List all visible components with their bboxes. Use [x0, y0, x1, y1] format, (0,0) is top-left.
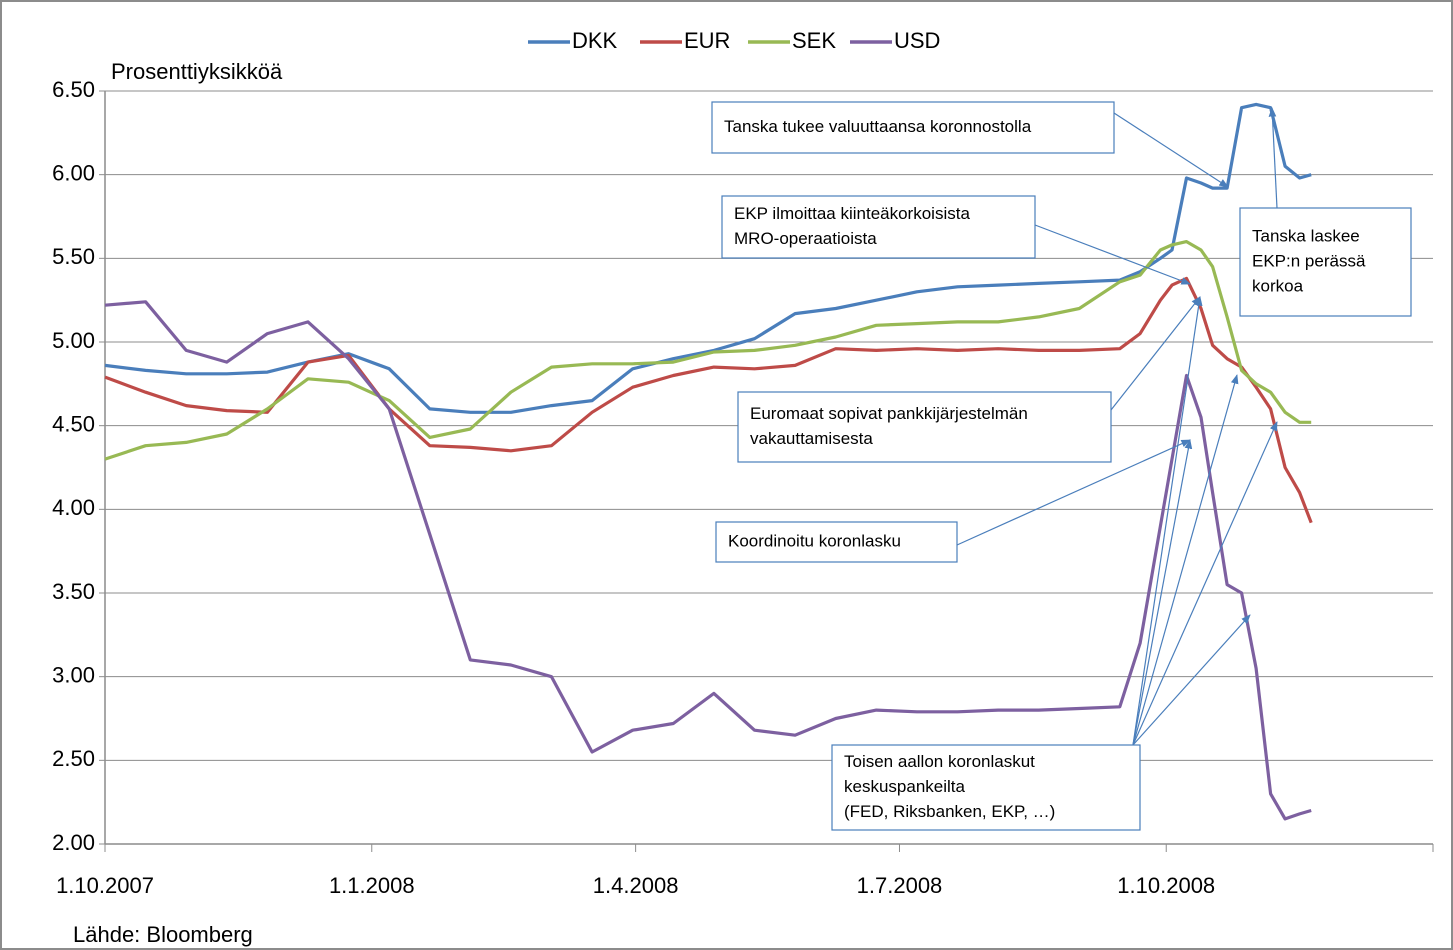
annotation-text: MRO-operaatioista — [734, 229, 877, 248]
annotation-box — [721, 195, 1036, 259]
legend-label: SEK — [792, 28, 836, 53]
annotation-arrow — [1132, 374, 1239, 746]
x-tick-label: 1.7.2008 — [857, 873, 943, 898]
y-tick-label: 5.00 — [52, 328, 95, 353]
x-tick-label: 1.10.2008 — [1117, 873, 1215, 898]
y-tick-label: 3.00 — [52, 662, 95, 687]
annotation-box — [715, 521, 958, 563]
annotation-arrow — [1268, 107, 1278, 209]
legend-label: USD — [894, 28, 940, 53]
x-tick-label: 1.10.2007 — [56, 873, 154, 898]
annotation-text: Koordinoitu koronlasku — [728, 531, 901, 550]
legend-label: EUR — [684, 28, 730, 53]
y-axis-label: Prosenttiyksikköä — [111, 59, 283, 84]
annotation-text: EKP:n perässä — [1252, 251, 1366, 270]
y-tick-label: 4.50 — [52, 411, 95, 436]
annotation-arrow — [956, 439, 1191, 546]
annotation-arrow — [1132, 421, 1278, 746]
y-tick-label: 4.00 — [52, 495, 95, 520]
annotation-arrow — [1132, 614, 1251, 746]
annotation-box — [711, 101, 1115, 154]
annotation-arrow — [1132, 439, 1193, 746]
legend-label: DKK — [572, 28, 618, 53]
y-tick-label: 3.50 — [52, 579, 95, 604]
y-tick-label: 5.50 — [52, 244, 95, 269]
annotation-box — [1239, 207, 1412, 317]
series-line — [104, 102, 1312, 414]
annotation-text: keskuspankeilta — [844, 777, 966, 796]
annotation-text: vakauttamisesta — [750, 429, 873, 448]
annotation-text: Tanska laskee — [1252, 226, 1360, 245]
x-tick-label: 1.1.2008 — [329, 873, 415, 898]
annotation-arrow — [1132, 296, 1203, 746]
x-tick-label: 1.4.2008 — [593, 873, 679, 898]
annotation-text: Euromaat sopivat pankkijärjestelmän — [750, 404, 1028, 423]
annotation-text: Tanska tukee valuuttaansa koronnostolla — [724, 117, 1032, 136]
y-tick-label: 6.00 — [52, 160, 95, 185]
series-line — [104, 300, 1312, 821]
annotation-text: Toisen aallon koronlaskut — [844, 752, 1035, 771]
series-line — [104, 240, 1312, 461]
annotation-box — [831, 744, 1141, 831]
source: Lähde: Bloomberg — [73, 922, 253, 947]
annotation-arrow — [1110, 296, 1201, 411]
annotation-text: korkoa — [1252, 276, 1304, 295]
annotation-arrow — [1034, 224, 1191, 285]
annotation-text: EKP ilmoittaa kiinteäkorkoisista — [734, 204, 970, 223]
y-tick-label: 6.50 — [52, 77, 95, 102]
y-tick-label: 2.50 — [52, 746, 95, 771]
annotation-box — [737, 391, 1112, 463]
y-tick-label: 2.00 — [52, 830, 95, 855]
annotation-arrow — [1113, 112, 1229, 188]
annotation-text: (FED, Riksbanken, EKP, …) — [844, 802, 1055, 821]
